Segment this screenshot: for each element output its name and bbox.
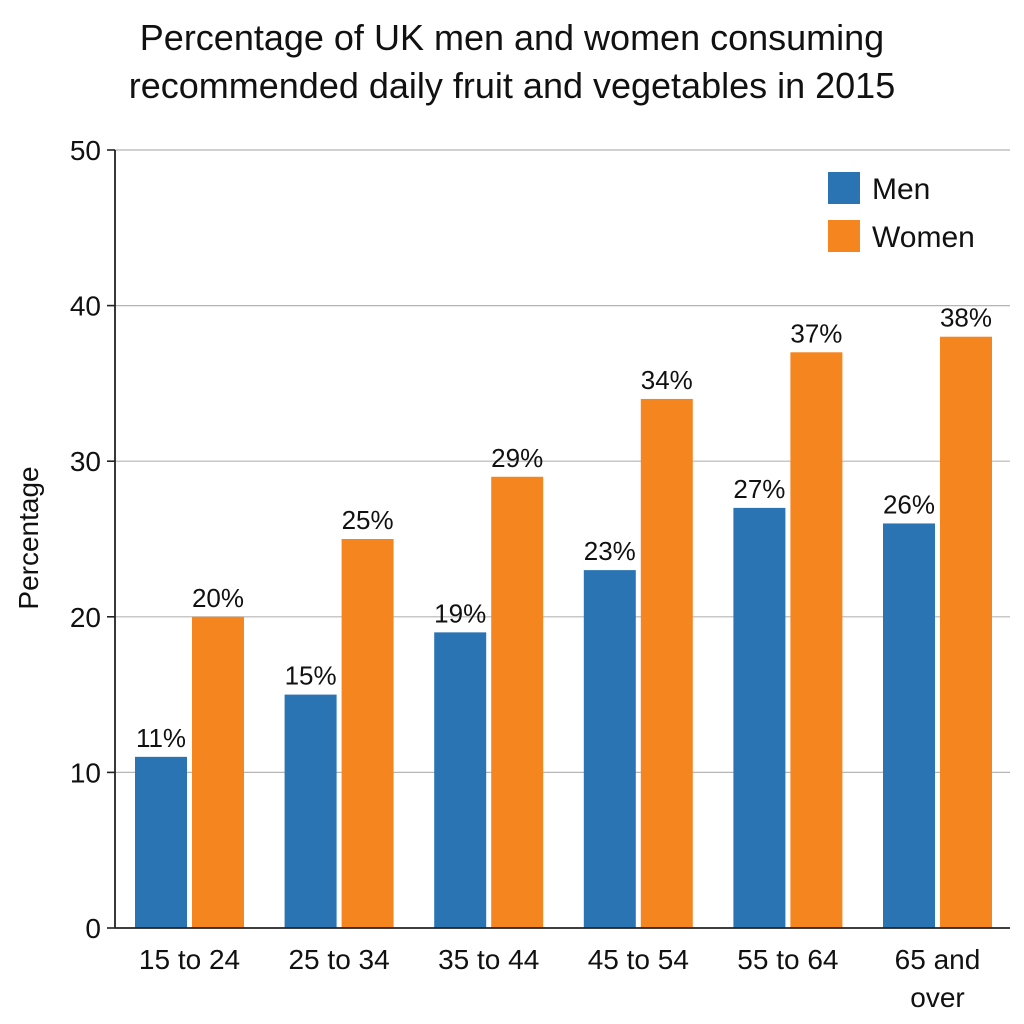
legend-swatch-women (828, 220, 860, 252)
chart-title: Percentage of UK men and women consuming… (0, 14, 1024, 110)
y-axis-label: Percentage (13, 466, 44, 609)
y-tick-label: 0 (85, 913, 101, 944)
bar-men (883, 523, 935, 928)
bar-women (491, 476, 544, 928)
bar-men (135, 756, 187, 928)
data-label: 37% (790, 318, 842, 348)
data-label: 27% (733, 474, 785, 504)
data-label: 20% (192, 583, 244, 613)
bar-men (284, 694, 337, 928)
data-label: 23% (584, 536, 636, 566)
bar-men (583, 570, 636, 928)
y-tick-label: 10 (70, 757, 101, 788)
legend-swatch-men (828, 172, 860, 204)
data-label: 26% (883, 489, 935, 519)
x-tick-label: 65 and (895, 944, 981, 975)
data-label: 38% (940, 303, 992, 333)
x-tick-label: 45 to 54 (588, 944, 689, 975)
legend-label-men: Men (872, 173, 930, 206)
y-tick-label: 50 (70, 135, 101, 166)
y-tick-label: 20 (70, 602, 101, 633)
data-label: 15% (285, 661, 337, 691)
x-tick-label: 25 to 34 (288, 944, 389, 975)
bar-women (790, 352, 843, 928)
legend-label-women: Women (872, 221, 975, 254)
data-label: 25% (342, 505, 394, 535)
bar-men (434, 632, 487, 928)
bar-women (341, 539, 394, 928)
y-tick-label: 40 (70, 291, 101, 322)
x-tick-label: over (910, 982, 964, 1013)
bar-women (940, 336, 992, 929)
bar-men (733, 507, 786, 928)
data-label: 29% (491, 443, 543, 473)
bar-women (640, 398, 693, 929)
x-tick-label: 15 to 24 (139, 944, 240, 975)
data-label: 19% (434, 598, 486, 628)
x-tick-label: 55 to 64 (737, 944, 838, 975)
y-tick-label: 30 (70, 446, 101, 477)
data-label: 11% (136, 723, 186, 753)
chart-title-line-1: Percentage of UK men and women consuming (139, 17, 885, 58)
bar-women (192, 616, 244, 928)
chart-title-line-2: recommended daily fruit and vegetables i… (128, 65, 896, 106)
data-label: 34% (641, 365, 693, 395)
x-tick-label: 35 to 44 (438, 944, 539, 975)
